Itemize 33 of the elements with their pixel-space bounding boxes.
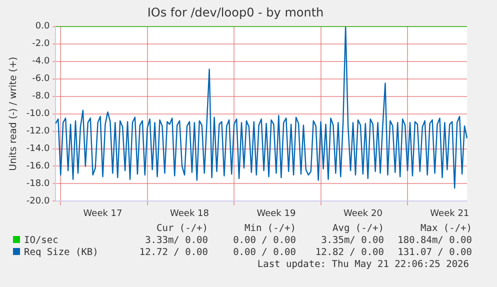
text: 12.72 / 0.00 <box>138 246 208 258</box>
text: Cur (-/+) <box>156 222 208 234</box>
y-tick-label: -14.0 <box>26 144 50 154</box>
x-tick-label: Week 18 <box>170 208 210 219</box>
text: 131.07 / 0.00 <box>396 246 472 258</box>
text: Avg (-/+) <box>332 222 384 234</box>
x-tick-label: Week 20 <box>343 208 383 219</box>
y-tick-label: -10.0 <box>26 109 50 120</box>
text: Max (-/+) <box>420 222 472 234</box>
y-tick-label: -12.0 <box>26 126 50 137</box>
text: 0.00 / 0.00 <box>232 246 296 258</box>
y-tick-label: -4.0 <box>32 56 50 67</box>
x-tick-label: Week 17 <box>83 208 122 219</box>
chart-title: IOs for /dev/loop0 - by month <box>147 5 324 20</box>
y-axis-title: Units read (-) / write (+) <box>8 56 20 171</box>
y-tick-label: -8.0 <box>32 92 50 102</box>
x-tick-label: Week 21 <box>430 208 470 219</box>
text: Min (-/+) <box>244 222 296 234</box>
legend-label: IO/sec <box>23 234 60 246</box>
text: 0.00 / 0.00 <box>232 234 296 246</box>
text: 3.35m/ 0.00 <box>320 234 384 246</box>
text: 12.82 / 0.00 <box>314 246 384 258</box>
legend-label: Req Size (KB) <box>23 246 100 258</box>
text: Last update: Thu May 21 22:06:25 2026 <box>257 259 469 270</box>
x-tick-label: Week 19 <box>256 208 296 219</box>
y-tick-label: -6.0 <box>32 74 50 84</box>
y-tick-label: 0.0 <box>35 22 50 32</box>
y-tick-label: -20.0 <box>26 196 50 207</box>
text: 3.33m/ 0.00 <box>144 234 208 246</box>
y-tick-label: -18.0 <box>26 179 50 190</box>
text: 180.84m/ 0.00 <box>396 234 472 246</box>
y-tick-label: -16.0 <box>26 162 50 172</box>
y-tick-label: -2.0 <box>32 39 50 50</box>
